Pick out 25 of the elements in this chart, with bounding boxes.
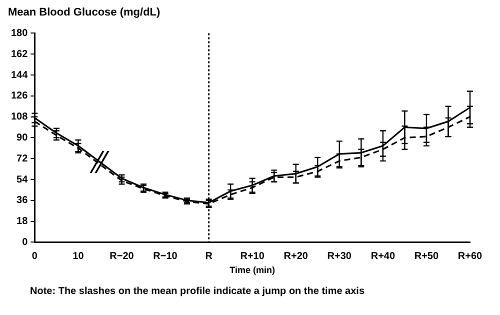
chart-title: Mean Blood Glucose (mg/dL) [8,6,161,19]
y-tick-label: 108 [10,112,28,123]
y-tick-label: 0 [22,236,28,248]
y-tick-label: 126 [10,90,28,102]
x-tick-label: R−10 [153,250,178,262]
y-tick-label: 162 [10,48,28,60]
x-tick-label: R+60 [458,250,483,262]
x-tick-label: R+10 [240,250,265,262]
y-tick-label: 72 [16,153,28,164]
y-tick-label: 144 [10,70,28,81]
x-tick-label: R+50 [414,250,439,262]
x-axis-title: Time (min) [230,265,276,276]
y-tick-label: 18 [16,216,28,228]
x-tick-label: R+20 [284,250,308,262]
x-tick-label: R [205,250,214,262]
x-tick-label: 10 [72,250,84,262]
x-tick-label: R+40 [370,250,396,262]
y-tick-label: 36 [16,195,28,206]
y-tick-label: 90 [16,132,28,144]
x-tick-label: R−20 [110,250,134,262]
y-tick-label: 54 [16,174,28,186]
x-tick-label: R+30 [327,250,352,262]
text: Note: The slashes on the mean profile indicate a jump on the time axis [30,286,365,297]
x-tick-label: 0 [32,250,38,262]
y-tick-label: 180 [10,28,28,39]
